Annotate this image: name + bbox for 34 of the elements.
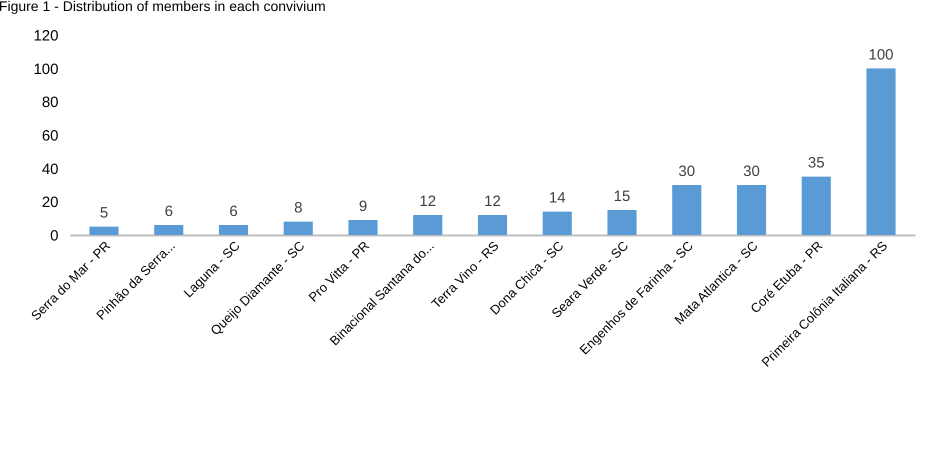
- bar: [284, 222, 313, 235]
- data-label: 12: [419, 193, 436, 210]
- data-label: 8: [294, 200, 302, 217]
- data-label: 35: [808, 154, 825, 172]
- bar: [89, 226, 119, 235]
- data-label: 6: [164, 203, 173, 220]
- chart-title: Figure 1 - Distribution of members in each convivium: [0, 0, 326, 14]
- bar: [802, 176, 831, 235]
- y-tick-label: 60: [42, 128, 58, 144]
- data-label: 30: [678, 163, 696, 180]
- data-label: 5: [100, 204, 108, 222]
- y-tick-label: 80: [42, 94, 58, 112]
- data-label: 9: [358, 198, 368, 215]
- data-label: 6: [229, 203, 238, 220]
- bar: [478, 215, 508, 235]
- data-label: 12: [484, 193, 501, 210]
- data-label: 30: [743, 163, 760, 180]
- bar: [413, 215, 442, 235]
- bar: [348, 220, 378, 235]
- data-label: 100: [868, 46, 894, 64]
- bar: [218, 225, 248, 235]
- bar: [154, 225, 184, 235]
- bar: [542, 212, 572, 235]
- y-tick-label: 40: [42, 160, 58, 178]
- bar: [672, 185, 702, 235]
- data-label: 14: [548, 190, 566, 207]
- y-tick-label: 20: [42, 194, 58, 212]
- y-tick-label: 100: [33, 60, 58, 78]
- y-tick-label: 120: [33, 28, 58, 44]
- bar: [866, 68, 896, 235]
- y-tick-label: 0: [50, 228, 58, 244]
- data-label: 15: [614, 188, 630, 205]
- bar: [736, 185, 766, 235]
- bar: [607, 210, 637, 235]
